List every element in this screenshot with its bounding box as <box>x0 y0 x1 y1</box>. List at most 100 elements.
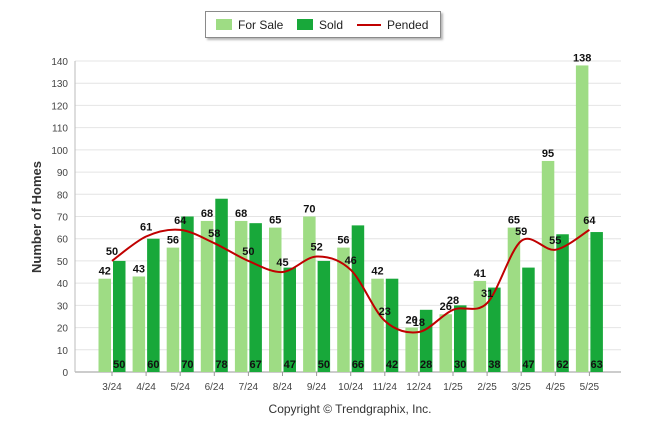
legend-label-pended: Pended <box>387 18 429 32</box>
bar-for-sale <box>132 276 146 372</box>
data-label-pended: 50 <box>242 246 254 258</box>
data-label-pended: 45 <box>276 257 288 269</box>
data-label-sold: 62 <box>556 359 568 371</box>
data-label-for-sale: 65 <box>508 215 520 227</box>
bar-for-sale <box>234 220 248 372</box>
data-label-sold: 67 <box>250 359 262 371</box>
line-layer <box>111 228 590 334</box>
bar-for-sale <box>541 160 555 372</box>
data-label-sold: 60 <box>147 359 159 371</box>
data-label-sold: 47 <box>522 359 534 371</box>
bar-for-sale <box>439 314 452 372</box>
legend-swatch-pended <box>357 24 381 26</box>
data-label-pended: 23 <box>379 306 391 318</box>
data-label-for-sale: 56 <box>337 235 349 247</box>
data-label-for-sale: 68 <box>201 208 213 220</box>
data-label-for-sale: 68 <box>235 208 247 220</box>
bar-sold <box>181 216 194 372</box>
y-tick-label: 20 <box>57 324 69 335</box>
data-label-sold: 50 <box>113 359 125 371</box>
data-label-pended: 64 <box>174 215 187 227</box>
y-axis-title: Number of Homes <box>29 161 44 273</box>
y-tick-label: 10 <box>57 346 69 357</box>
x-tick-label: 11/24 <box>373 382 398 393</box>
y-tick-label: 80 <box>57 190 69 201</box>
x-tick-label: 4/24 <box>136 382 156 393</box>
data-label-pended: 64 <box>583 215 596 227</box>
axis-layer: 0 10 20 30 40 50 60 70 80 90 100 110 120 130 140 3/24 4/… <box>51 57 599 393</box>
data-label-sold: 30 <box>454 359 466 371</box>
copyright-text: Copyright © Trendgraphix, Inc. <box>268 402 432 416</box>
data-label-for-sale: 56 <box>167 235 179 247</box>
bar-for-sale <box>575 65 589 372</box>
data-label-for-sale: 138 <box>573 52 591 64</box>
x-tick-label: 6/24 <box>205 382 225 393</box>
bar-sold <box>283 267 296 372</box>
y-tick-label: 140 <box>51 57 68 68</box>
data-label-for-sale: 42 <box>99 266 111 278</box>
x-tick-label: 5/24 <box>170 382 190 393</box>
data-label-pended: 46 <box>345 255 357 267</box>
legend-swatch-for-sale <box>216 19 232 30</box>
data-label-pended: 61 <box>140 221 152 233</box>
y-tick-label: 130 <box>51 79 68 90</box>
legend: For Sale Sold Pended <box>205 11 441 38</box>
data-label-sold: 42 <box>386 359 398 371</box>
data-label-for-sale: 42 <box>371 266 383 278</box>
bar-layer <box>98 65 603 372</box>
data-label-sold: 28 <box>420 359 432 371</box>
x-tick-label: 3/25 <box>511 382 531 393</box>
data-label-for-sale: 26 <box>440 301 452 313</box>
data-label-for-sale: 95 <box>542 148 554 160</box>
x-tick-label: 3/24 <box>102 382 122 393</box>
x-tick-label: 9/24 <box>307 382 327 393</box>
y-tick-label: 120 <box>51 101 68 112</box>
bar-for-sale <box>200 220 214 372</box>
data-label-pended: 50 <box>106 246 118 258</box>
bar-for-sale <box>166 247 180 372</box>
data-label-pended: 18 <box>413 317 425 329</box>
data-label-for-sale: 70 <box>303 204 315 216</box>
data-label-pended: 31 <box>481 288 493 300</box>
data-label-for-sale: 41 <box>474 268 486 280</box>
data-label-for-sale: 20 <box>406 315 418 327</box>
data-label-pended: 59 <box>515 226 527 238</box>
data-label-pended: 28 <box>447 295 459 307</box>
data-label-pended: 52 <box>310 241 322 253</box>
bar-sold <box>556 234 569 372</box>
y-tick-label: 60 <box>57 235 69 246</box>
bar-sold <box>351 225 365 372</box>
bar-for-sale <box>303 216 316 372</box>
data-label-sold: 47 <box>284 359 296 371</box>
legend-swatch-sold <box>297 19 313 30</box>
data-label-sold: 63 <box>591 359 603 371</box>
data-label-pended: 55 <box>549 235 561 247</box>
data-label-sold: 50 <box>318 359 330 371</box>
y-tick-label: 110 <box>52 124 68 135</box>
y-tick-label: 90 <box>57 168 69 179</box>
data-label-for-sale: 43 <box>133 263 145 275</box>
bar-sold <box>522 267 535 372</box>
bar-sold <box>590 232 603 372</box>
y-tick-label: 70 <box>57 213 69 224</box>
line-pended <box>111 228 590 334</box>
y-tick-label: 50 <box>57 257 69 268</box>
data-label-sold: 38 <box>488 359 500 371</box>
data-label-for-sale: 65 <box>269 215 281 227</box>
y-tick-label: 0 <box>62 368 68 379</box>
data-label-sold: 66 <box>352 359 364 371</box>
bar-for-sale <box>473 280 487 372</box>
bar-for-sale <box>269 227 282 372</box>
x-tick-label: 5/25 <box>580 382 600 393</box>
legend-label-sold: Sold <box>319 18 344 32</box>
x-tick-label: 1/25 <box>443 382 463 393</box>
data-label-sold: 78 <box>215 359 227 371</box>
x-tick-label: 7/24 <box>239 382 259 393</box>
bar-for-sale <box>371 278 384 372</box>
x-tick-label: 12/24 <box>406 382 431 393</box>
bar-sold <box>113 260 126 372</box>
x-tick-label: 2/25 <box>477 382 497 393</box>
bar-sold <box>215 198 228 372</box>
x-tick-label: 4/25 <box>546 382 566 393</box>
